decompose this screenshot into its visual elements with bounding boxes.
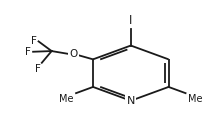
Text: F: F xyxy=(35,64,41,74)
Text: F: F xyxy=(26,47,31,57)
Text: I: I xyxy=(129,14,133,27)
Text: O: O xyxy=(69,49,78,59)
Text: N: N xyxy=(127,96,135,106)
Text: F: F xyxy=(31,36,37,46)
Text: Me: Me xyxy=(188,94,202,104)
Text: Me: Me xyxy=(59,94,74,104)
